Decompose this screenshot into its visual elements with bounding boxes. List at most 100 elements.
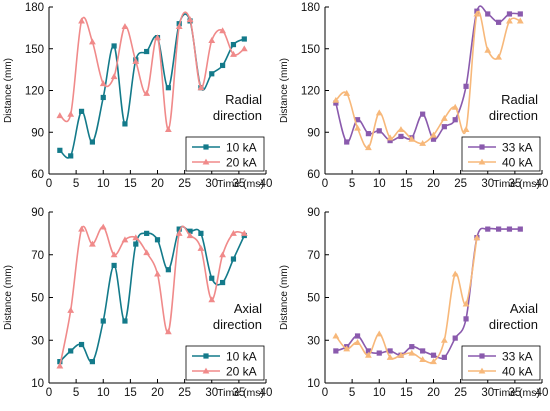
series-33-ka — [333, 5, 523, 145]
data-point — [506, 17, 513, 24]
y-tick-label: 60 — [307, 169, 320, 181]
legend-label: 20 kA — [226, 365, 257, 379]
data-point — [440, 336, 448, 343]
data-point — [462, 126, 470, 133]
y-tick-label: 90 — [31, 207, 44, 219]
data-point — [441, 354, 447, 360]
x-tick-label: 0 — [322, 387, 328, 399]
data-point — [176, 226, 182, 232]
legend-label: 40 kA — [502, 156, 533, 170]
data-point — [430, 131, 437, 138]
y-tick-label: 90 — [307, 207, 320, 219]
series-20-ka — [56, 223, 248, 369]
data-point — [230, 41, 237, 48]
data-point — [89, 38, 96, 45]
series-line — [335, 227, 521, 360]
data-point — [56, 112, 64, 119]
data-point — [240, 45, 248, 52]
panel-annotation: Axial — [510, 301, 538, 316]
legend-swatch-marker — [202, 158, 210, 165]
data-point — [430, 352, 437, 358]
data-point — [208, 296, 216, 303]
data-point — [463, 316, 469, 322]
series-40-ka — [332, 10, 524, 151]
data-point — [344, 139, 350, 145]
data-point — [89, 139, 95, 145]
x-tick-label: 15 — [124, 387, 137, 399]
data-point — [333, 348, 339, 354]
data-point — [485, 11, 491, 17]
data-point — [420, 348, 426, 354]
y-tick-label: 120 — [25, 86, 44, 98]
legend-box — [185, 136, 265, 172]
data-point — [219, 251, 226, 258]
legend-swatch-marker — [479, 144, 485, 150]
y-tick-label: 180 — [25, 2, 44, 14]
data-point — [517, 11, 523, 17]
data-point — [209, 275, 215, 281]
y-tick-label: 30 — [31, 335, 44, 347]
series-33-ka — [333, 226, 523, 360]
data-point — [354, 124, 361, 131]
x-tick-label: 35 — [232, 387, 245, 399]
legend-label: 10 kA — [226, 141, 257, 155]
legend-swatch-marker — [478, 158, 486, 165]
x-tick-label: 10 — [97, 178, 110, 190]
data-point — [57, 147, 63, 153]
data-point — [186, 232, 194, 239]
x-tick-label: 40 — [536, 178, 549, 190]
legend-swatch-marker — [202, 367, 210, 374]
data-point — [99, 80, 107, 87]
y-tick-label: 30 — [307, 335, 320, 347]
data-point — [121, 236, 129, 243]
x-tick-label: 40 — [260, 387, 273, 399]
data-point — [333, 100, 339, 106]
data-point — [332, 332, 340, 339]
x-tick-label: 5 — [73, 178, 79, 190]
y-axis-title: Distance (mm) — [279, 265, 290, 330]
x-tick-label: 5 — [349, 178, 355, 190]
data-point — [111, 43, 117, 49]
data-point — [365, 131, 371, 137]
data-point — [441, 124, 447, 130]
data-point — [68, 348, 74, 354]
y-axis-title: Distance (mm) — [3, 58, 14, 123]
data-point — [463, 83, 469, 89]
x-tick-label: 15 — [400, 178, 413, 190]
data-point — [175, 229, 183, 236]
y-tick-label: 60 — [31, 169, 44, 181]
data-point — [496, 226, 502, 232]
data-point — [484, 46, 492, 53]
data-point — [67, 306, 75, 313]
data-point — [89, 240, 96, 247]
data-point — [409, 344, 415, 350]
panel-annotation: Radial — [501, 92, 538, 107]
data-point — [89, 359, 95, 365]
data-point — [386, 134, 394, 141]
data-point — [197, 84, 205, 91]
x-tick-label: 35 — [508, 178, 521, 190]
data-point — [354, 117, 361, 123]
data-point — [175, 23, 183, 30]
chart-panel-radial-low: 0 5 10 15 20 25 30 35 40 60 90 120 150 180 Time (ms) Di… — [3, 2, 272, 190]
data-point — [452, 335, 458, 341]
data-point — [496, 19, 502, 25]
data-point — [451, 270, 459, 277]
panel-annotation: Axial — [234, 301, 262, 316]
data-point — [198, 230, 204, 236]
data-point — [376, 128, 382, 134]
data-point — [111, 262, 117, 269]
data-point — [420, 111, 426, 117]
legend-label: 40 kA — [502, 365, 533, 379]
x-tick-label: 10 — [373, 178, 386, 190]
x-tick-label: 30 — [205, 178, 218, 190]
x-tick-label: 30 — [481, 387, 494, 399]
x-tick-label: 25 — [178, 178, 191, 190]
data-point — [506, 226, 513, 232]
legend-box — [461, 136, 541, 172]
legend-swatch-marker — [478, 367, 486, 374]
data-point — [144, 48, 150, 55]
data-point — [419, 356, 427, 363]
